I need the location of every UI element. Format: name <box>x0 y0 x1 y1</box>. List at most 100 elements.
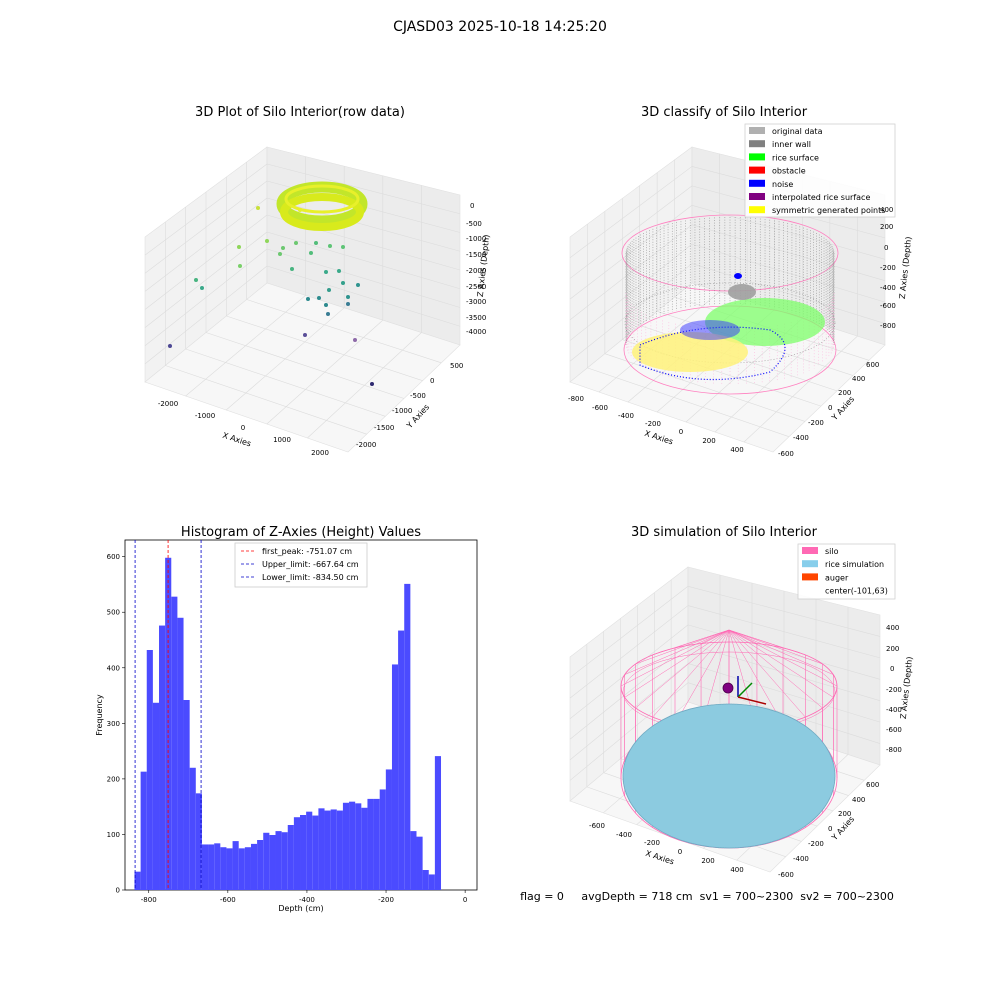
histogram-xlabel: Depth (cm) <box>278 904 323 913</box>
classify-3d-xticks: -800 -600 -400 -200 0 200 400 <box>568 395 744 454</box>
legend-label: auger <box>825 573 849 582</box>
sim-3d-rice-surface <box>622 703 836 849</box>
raw-3d-yticks: 500 0 -500 -1000 -1500 -2000 <box>356 362 463 449</box>
histogram-bar <box>410 831 417 890</box>
svg-text:400: 400 <box>730 446 743 454</box>
legend-label: symmetric generated points <box>772 206 885 215</box>
raw-3d-point <box>370 382 374 386</box>
svg-text:-3500: -3500 <box>466 314 486 322</box>
raw-3d-point <box>317 296 321 300</box>
histogram-legend-label: Lower_limit: -834.50 cm <box>262 573 359 582</box>
histogram-bar <box>159 625 166 890</box>
svg-text:0: 0 <box>470 202 474 210</box>
raw-3d-point <box>237 245 241 249</box>
sim-3d-xticks: -600 -400 -200 0 200 400 <box>589 822 744 874</box>
histogram-ytick-label: 100 <box>107 831 120 839</box>
svg-text:-800: -800 <box>568 395 584 403</box>
svg-text:0: 0 <box>241 424 245 432</box>
histogram-bar <box>220 847 227 890</box>
histogram-bar <box>373 798 380 890</box>
histogram-bar <box>367 798 374 890</box>
histogram-bar <box>140 771 147 890</box>
svg-text:-400: -400 <box>618 412 634 420</box>
raw-3d-point <box>346 295 350 299</box>
legend-label: inner wall <box>772 140 811 149</box>
histogram-bar <box>385 769 392 890</box>
histogram-bar <box>404 583 411 890</box>
raw-3d-title: 3D Plot of Silo Interior(row data) <box>195 105 405 120</box>
classify-3d-yticks: 600 400 200 0 -200 -400 -600 <box>778 361 879 458</box>
svg-text:0: 0 <box>679 428 683 436</box>
svg-text:-600: -600 <box>880 302 896 310</box>
sim-3d-auger <box>722 676 767 705</box>
raw-3d-xticks: -2000 -1000 0 1000 2000 <box>158 400 329 457</box>
histogram-bar <box>165 557 172 890</box>
legend-swatch <box>749 179 765 187</box>
histogram-xtick-label: 0 <box>463 896 467 904</box>
histogram-ytick-label: 200 <box>107 775 120 783</box>
legend-swatch <box>802 547 818 554</box>
svg-text:200: 200 <box>838 810 851 818</box>
histogram-bar <box>177 617 184 890</box>
histogram-xtick-label: -800 <box>141 896 157 904</box>
histogram-bar <box>195 793 202 890</box>
histogram-bar <box>146 650 153 890</box>
raw-3d-ring <box>276 181 368 231</box>
svg-text:-1000: -1000 <box>392 407 412 415</box>
raw-3d-point <box>168 344 172 348</box>
histogram-bar <box>422 870 429 890</box>
histogram-reference-lines <box>134 540 202 890</box>
histogram-bar <box>134 871 141 890</box>
histogram-bar <box>257 840 264 890</box>
svg-text:200: 200 <box>886 645 899 653</box>
raw-3d-point <box>200 286 204 290</box>
raw-3d-point <box>341 245 345 249</box>
sim-3d-plot: 3D simulation of Silo Interior silo rice … <box>569 525 915 879</box>
legend-label: rice simulation <box>825 560 884 569</box>
raw-3d-point <box>314 241 318 245</box>
histogram-bar <box>306 811 313 890</box>
legend-swatch <box>749 127 765 134</box>
histogram-bar <box>171 596 178 890</box>
svg-text:-200: -200 <box>645 420 661 428</box>
classify-3d-zlabel: Z Axies (Depth) <box>898 236 914 299</box>
svg-text:0: 0 <box>828 404 832 412</box>
sim-3d-zlabel: Z Axies (Depth) <box>899 656 915 719</box>
svg-text:400: 400 <box>852 796 865 804</box>
raw-3d-point <box>341 281 345 285</box>
svg-text:-400: -400 <box>616 831 632 839</box>
svg-text:200: 200 <box>701 857 714 865</box>
histogram-ytick-label: 600 <box>107 553 120 561</box>
histogram-bar <box>428 874 435 890</box>
histogram-legend-label: Upper_limit: -667.64 cm <box>262 560 359 569</box>
raw-3d-point <box>327 288 331 292</box>
legend-label: silo <box>825 547 839 556</box>
svg-text:-200: -200 <box>808 419 824 427</box>
svg-text:400: 400 <box>886 624 899 632</box>
svg-text:-800: -800 <box>880 322 896 330</box>
classify-3d-zticks: 400 200 0 -200 -400 -600 -800 <box>880 206 896 330</box>
legend-label: noise <box>772 180 793 189</box>
raw-3d-point <box>346 302 350 306</box>
classify-3d-xlabel: X Axies <box>643 429 674 447</box>
svg-text:-2000: -2000 <box>356 441 376 449</box>
histogram-bar <box>312 815 319 890</box>
legend-label: center(-101,63) <box>825 587 888 596</box>
histogram-bar <box>226 848 233 890</box>
histogram-ytick-label: 400 <box>107 664 120 672</box>
svg-text:-200: -200 <box>880 264 896 272</box>
svg-text:-500: -500 <box>466 220 482 228</box>
legend-swatch <box>749 206 765 214</box>
histogram-bar <box>183 700 190 890</box>
histogram-xtick-label: -600 <box>220 896 236 904</box>
svg-text:-200: -200 <box>644 839 660 847</box>
svg-text:400: 400 <box>730 866 743 874</box>
sim-3d-zticks: 400 200 0 -200 -400 -600 -800 <box>886 624 902 754</box>
svg-text:-600: -600 <box>589 822 605 830</box>
svg-text:-200: -200 <box>886 686 902 694</box>
histogram-ytick-label: 500 <box>107 609 120 617</box>
svg-text:-600: -600 <box>778 450 794 458</box>
legend-label: rice surface <box>772 153 819 162</box>
histogram-bar <box>208 844 215 890</box>
